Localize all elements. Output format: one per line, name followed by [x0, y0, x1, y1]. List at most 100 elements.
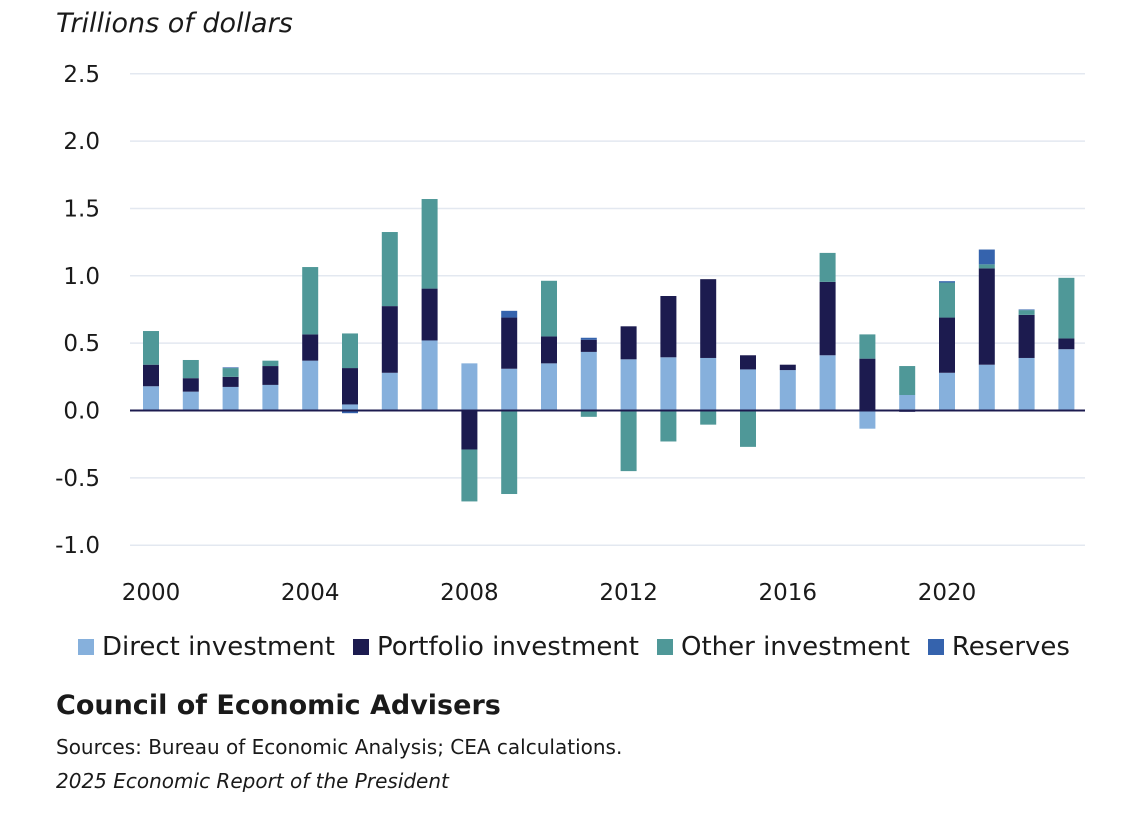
y-tick-label: 1.5 [63, 196, 100, 222]
bar-other-investment-2010 [541, 280, 557, 337]
bar-other-investment-2022 [1018, 310, 1035, 315]
bar-reserves-2022 [1018, 309, 1035, 311]
bar-direct-investment-2008 [461, 363, 478, 411]
bar-other-investment-2002 [222, 368, 239, 377]
bar-portfolio-investment-2001 [182, 378, 199, 392]
bar-direct-investment-2014 [700, 357, 717, 411]
bar-portfolio-investment-2014 [700, 279, 717, 358]
bar-direct-investment-2019 [899, 395, 916, 411]
bar-direct-investment-2000 [143, 386, 159, 411]
legend-label: Direct investment [102, 632, 335, 662]
legend-swatch [927, 639, 944, 655]
bar-portfolio-investment-2005 [342, 368, 358, 405]
bar-direct-investment-2017 [819, 355, 836, 411]
bar-reserves-2005 [342, 410, 358, 414]
bar-portfolio-investment-2003 [262, 366, 279, 385]
bar-reserves-2020 [939, 281, 955, 283]
bar-other-investment-2004 [302, 267, 319, 335]
bar-direct-investment-2005 [342, 404, 358, 411]
y-tick-label: 0.5 [63, 331, 100, 357]
bar-reserves-2002 [222, 367, 239, 369]
report-title: 2025 Economic Report of the President [56, 769, 449, 793]
bar-other-investment-2009 [501, 410, 518, 495]
bar-portfolio-investment-2002 [222, 376, 239, 387]
bar-direct-investment-2003 [262, 384, 279, 411]
bar-direct-investment-2002 [222, 386, 239, 411]
bar-portfolio-investment-2022 [1018, 314, 1035, 358]
legend-item-other-investment: Other investment [656, 632, 910, 662]
legend-item-direct-investment: Direct investment [78, 632, 335, 662]
legend-item-reserves: Reserves [927, 632, 1070, 662]
x-tick-label: 2016 [759, 580, 818, 606]
x-tick-label: 2004 [281, 580, 340, 606]
sources-note: Sources: Bureau of Economic Analysis; CE… [56, 735, 623, 759]
y-tick-label: 2.0 [63, 129, 100, 155]
bar-other-investment-2005 [342, 333, 358, 369]
bar-portfolio-investment-2008 [461, 410, 478, 450]
bar-portfolio-investment-2015 [740, 355, 756, 370]
bar-portfolio-investment-2000 [143, 364, 159, 387]
y-tick-label: 1.0 [63, 264, 100, 290]
bar-other-investment-2015 [740, 410, 756, 447]
bar-direct-investment-2022 [1018, 357, 1035, 411]
x-tick-label: 2012 [599, 580, 658, 606]
bar-direct-investment-2015 [740, 369, 756, 411]
bar-direct-investment-2010 [541, 363, 557, 411]
bar-portfolio-investment-2021 [978, 268, 995, 365]
bar-other-investment-2019 [899, 366, 916, 396]
bar-other-investment-2021 [978, 264, 995, 269]
bar-other-investment-2008 [461, 449, 478, 502]
bar-other-investment-2012 [620, 410, 637, 472]
bar-other-investment-2017 [819, 252, 836, 282]
bar-other-investment-2006 [381, 232, 398, 307]
bar-portfolio-investment-2017 [819, 281, 836, 356]
bar-other-investment-2001 [182, 359, 199, 379]
bar-other-investment-2000 [143, 331, 159, 365]
y-axis-title: Trillions of dollars [56, 8, 293, 39]
bar-portfolio-investment-2020 [939, 317, 955, 373]
bar-other-investment-2018 [859, 334, 876, 359]
bar-direct-investment-2006 [381, 372, 398, 411]
x-tick-label: 2020 [918, 580, 977, 606]
bar-direct-investment-2023 [1058, 349, 1075, 411]
bar-direct-investment-2001 [182, 391, 199, 411]
bar-portfolio-investment-2004 [302, 334, 319, 361]
bar-portfolio-investment-2010 [541, 336, 557, 364]
x-tick-label: 2000 [122, 580, 181, 606]
bar-reserves-2021 [978, 249, 995, 265]
bar-direct-investment-2020 [939, 372, 955, 411]
legend-item-portfolio-investment: Portfolio investment [352, 632, 639, 662]
bar-reserves-2011 [580, 337, 597, 340]
bar-direct-investment-2021 [978, 364, 995, 411]
bar-portfolio-investment-2011 [580, 339, 597, 352]
bar-portfolio-investment-2013 [660, 296, 677, 358]
bar-other-investment-2023 [1058, 277, 1075, 339]
y-tick-label: 2.5 [63, 62, 100, 88]
bar-portfolio-investment-2009 [501, 317, 518, 369]
bar-other-investment-2014 [700, 410, 717, 425]
y-tick-label: 0.0 [63, 399, 100, 425]
bar-reserves-2009 [501, 310, 518, 318]
bar-direct-investment-2011 [580, 351, 597, 411]
legend-swatch [78, 639, 94, 655]
bar-portfolio-investment-2012 [620, 326, 637, 360]
bar-other-investment-2013 [660, 410, 677, 442]
y-tick-label: -1.0 [55, 533, 100, 559]
legend-swatch [656, 639, 673, 655]
bar-portfolio-investment-2006 [381, 306, 398, 373]
legend: Direct investment Portfolio investment Oth… [78, 632, 1070, 662]
legend-label: Portfolio investment [376, 632, 639, 662]
bar-direct-investment-2009 [501, 368, 518, 411]
organization: Council of Economic Advisers [56, 690, 501, 721]
bar-portfolio-investment-2016 [779, 364, 796, 371]
bar-other-investment-2007 [421, 199, 438, 289]
y-tick-label: -0.5 [55, 466, 100, 492]
bar-direct-investment-2007 [421, 340, 438, 411]
bar-portfolio-investment-2018 [859, 358, 876, 411]
bar-direct-investment-2004 [302, 360, 319, 411]
legend-swatch [352, 639, 369, 655]
chart: Trillions of dollars 2.5 2.0 1.5 1.0 0.5 0.0 -… [55, 8, 1085, 606]
legend-label: Other investment [680, 632, 910, 662]
bar-direct-investment-2012 [620, 359, 637, 411]
bar-direct-investment-2016 [779, 370, 796, 411]
